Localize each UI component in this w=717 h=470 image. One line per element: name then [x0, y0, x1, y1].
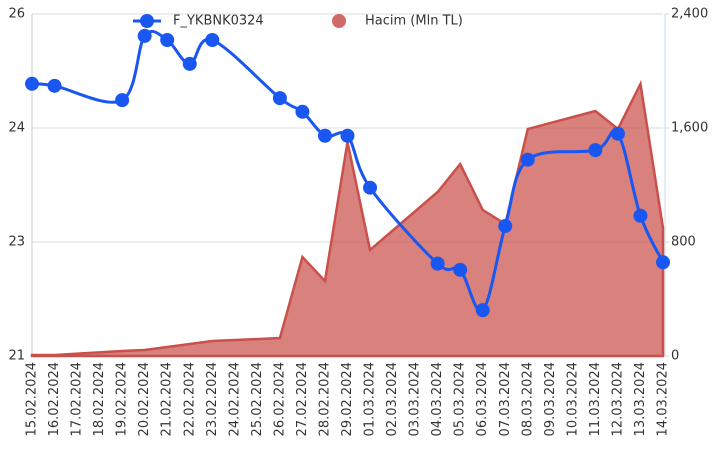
x-tick-label: 16.02.2024	[47, 362, 62, 436]
x-tick-label: 26.02.2024	[272, 362, 287, 436]
point	[656, 255, 670, 270]
x-tick-label: 15.02.2024	[25, 362, 40, 436]
point	[340, 128, 355, 143]
x-tick-label: 14.03.2024	[656, 362, 671, 436]
point	[453, 262, 468, 277]
point	[115, 93, 130, 108]
point	[205, 32, 220, 47]
legend-swatch	[332, 14, 346, 28]
y2-tick-label: 0	[671, 349, 679, 364]
point	[295, 104, 310, 119]
point	[430, 256, 445, 271]
y-tick-label: 21	[8, 349, 25, 364]
y-tick-label: 23	[8, 234, 25, 249]
x-tick-label: 29.02.2024	[340, 362, 355, 436]
point	[475, 303, 490, 318]
area	[30, 79, 665, 358]
point	[588, 143, 603, 158]
point	[182, 56, 197, 71]
y2-tick-label: 2,400	[671, 7, 708, 22]
x-tick-label: 21.02.2024	[160, 362, 175, 436]
x-tick-label: 25.02.2024	[250, 362, 265, 436]
point	[520, 152, 535, 167]
point	[317, 128, 332, 143]
x-tick-label: 01.03.2024	[363, 362, 378, 436]
x-tick-label: 03.03.2024	[408, 362, 423, 436]
x-tick-label: 02.03.2024	[385, 362, 400, 436]
y-tick-label: 26	[8, 7, 25, 22]
x-tick-label: 28.02.2024	[317, 362, 332, 436]
x-tick-label: 07.03.2024	[498, 362, 513, 436]
point	[25, 76, 39, 91]
legend-swatch	[140, 14, 154, 28]
x-tick-label: 23.02.2024	[205, 362, 220, 436]
x-tick-label: 17.02.2024	[70, 362, 85, 436]
point	[272, 91, 287, 106]
point	[498, 219, 513, 234]
point	[363, 180, 378, 195]
point	[160, 32, 175, 47]
x-tick-label: 22.02.2024	[182, 362, 197, 436]
y2-tick-label: 800	[671, 235, 696, 250]
point	[633, 208, 648, 223]
x-tick-label: 27.02.2024	[295, 362, 310, 436]
x-tick-label: 09.03.2024	[543, 362, 558, 436]
y-tick-label: 24	[8, 121, 25, 136]
point	[137, 28, 152, 43]
x-tick-label: 20.02.2024	[137, 362, 152, 436]
legend-label: F_YKBNK0324	[173, 14, 264, 29]
x-tick-label: 10.03.2024	[565, 362, 580, 436]
legend-label: Hacim (Mln TL)	[365, 14, 463, 29]
x-tick-label: 18.02.2024	[92, 362, 107, 436]
x-tick-label: 05.03.2024	[453, 362, 468, 436]
x-tick-label: 19.02.2024	[115, 362, 130, 436]
point	[47, 78, 62, 93]
x-tick-label: 08.03.2024	[520, 362, 535, 436]
x-tick-label: 06.03.2024	[475, 362, 490, 436]
x-tick-label: 11.03.2024	[588, 362, 603, 436]
x-tick-label: 24.02.2024	[227, 362, 242, 436]
x-tick-label: 04.03.2024	[430, 362, 445, 436]
y2-tick-label: 1,600	[671, 121, 708, 136]
point	[610, 126, 625, 141]
x-tick-label: 12.03.2024	[610, 362, 625, 436]
line	[31, 29, 665, 313]
x-tick-label: 13.03.2024	[633, 362, 648, 436]
